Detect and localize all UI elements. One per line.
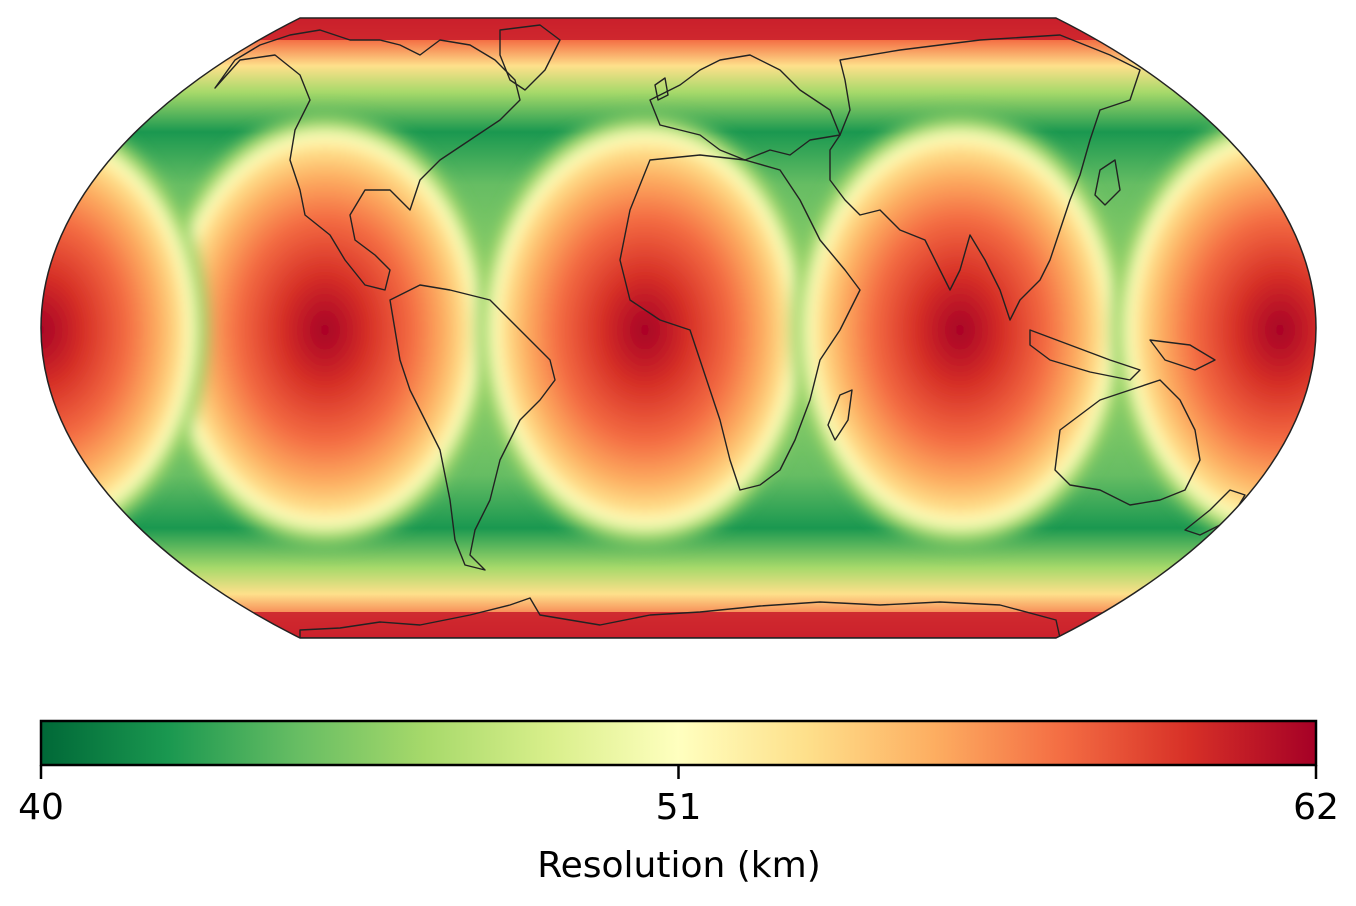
colorbar-ticks [39, 765, 1318, 779]
coastlines [214, 24, 1246, 638]
resolution-field [41, 18, 1316, 638]
coastline-indonesia [1029, 329, 1141, 381]
coastline-asia [829, 34, 1141, 321]
resolution-cell-pacific-west [41, 105, 215, 555]
coastline-new-guinea [1149, 339, 1216, 371]
coastline-south-america [389, 284, 556, 571]
resolution-cell-africa [470, 105, 820, 555]
north-polar-band [41, 18, 1316, 40]
colorbar-tick-label: 40 [18, 787, 64, 828]
coastline-new-zealand [1184, 489, 1246, 536]
colorbar-tick-label: 51 [655, 787, 702, 828]
colorbar-tick-label: 62 [1293, 787, 1339, 828]
resolution-cell-americas [150, 105, 500, 555]
coastline-australia [1054, 379, 1201, 506]
coastline-africa [619, 154, 861, 491]
coastline-europe [649, 54, 841, 161]
coastline-madagascar [827, 389, 853, 441]
coastline-japan [1094, 159, 1121, 206]
coastline-north-america [214, 29, 521, 291]
coastline-antarctica [299, 597, 1061, 638]
colorbar-label: Resolution (km) [537, 845, 821, 886]
colorbar [39, 719, 1318, 779]
coastline-greenland [499, 24, 561, 91]
map-outline [40, 17, 1317, 639]
colorbar-gradient [41, 721, 1316, 765]
coastline-british-isles [654, 77, 669, 101]
resolution-cell-pacific-east [1105, 105, 1316, 555]
resolution-cell-indian-ocean [785, 105, 1135, 555]
south-polar-band [41, 612, 1316, 638]
